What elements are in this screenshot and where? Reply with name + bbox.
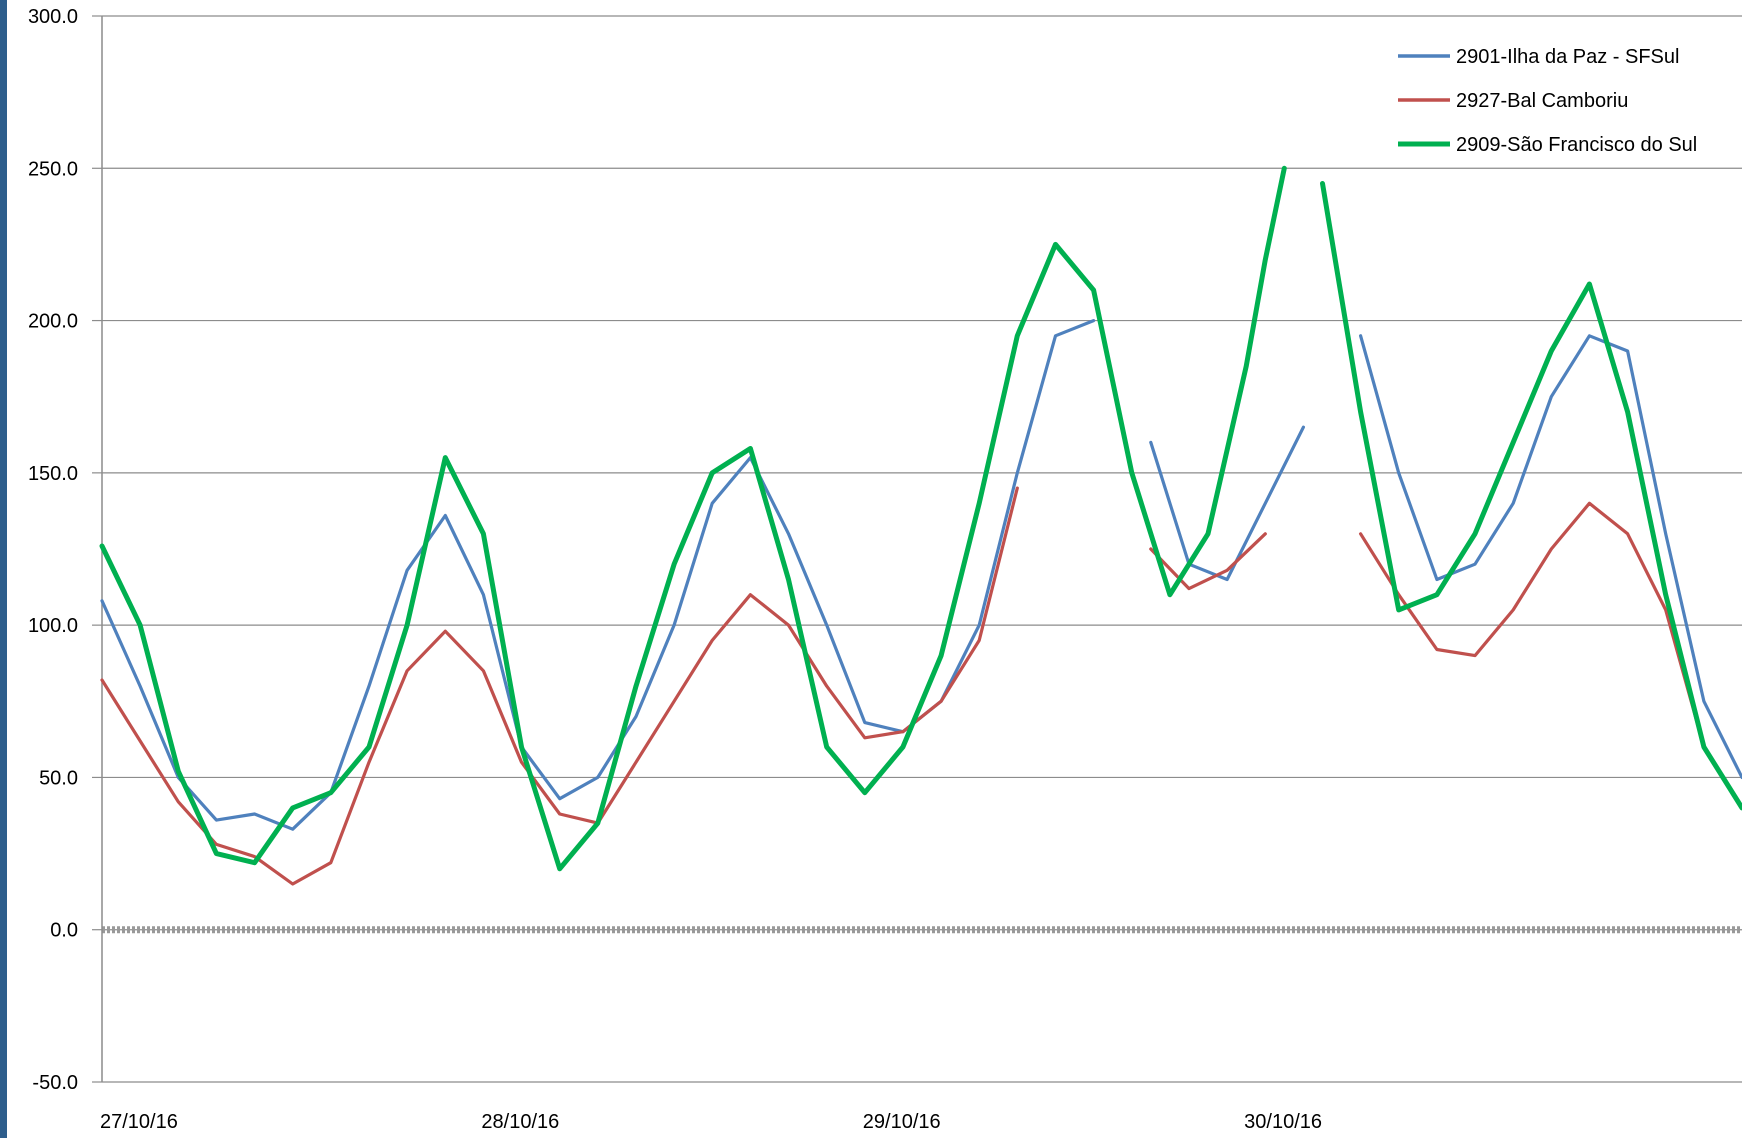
- series-3: [99, 165, 1742, 872]
- series-2: [100, 486, 1742, 886]
- series-line: [1149, 532, 1267, 591]
- x-tick-label: 27/10/16: [100, 1111, 178, 1133]
- series-layer: [99, 165, 1742, 886]
- y-tick-label: 50.0: [39, 767, 78, 789]
- series-line: [99, 165, 1287, 872]
- y-tick-label: 100.0: [28, 615, 78, 637]
- x-tick-label: 29/10/16: [863, 1111, 941, 1133]
- series-line: [1359, 501, 1742, 810]
- legend-label: 2927-Bal Camboriu: [1456, 90, 1628, 112]
- x-tick-label: 28/10/16: [481, 1111, 559, 1133]
- window-left-edge: [0, 0, 7, 1138]
- y-tick-label: 300.0: [28, 6, 78, 28]
- y-tick-label: 200.0: [28, 311, 78, 333]
- x-tick-label: 30/10/16: [1244, 1111, 1322, 1133]
- legend: 2901-Ilha da Paz - SFSul 2927-Bal Cambori…: [1398, 46, 1697, 156]
- series-line: [1149, 425, 1305, 582]
- legend-label: 2901-Ilha da Paz - SFSul: [1456, 46, 1679, 68]
- series-1: [100, 319, 1742, 831]
- y-tick-label: 0.0: [50, 920, 78, 942]
- y-tick-label: 150.0: [28, 463, 78, 485]
- series-line: [1320, 181, 1742, 811]
- series-line: [100, 486, 1019, 886]
- series-line: [1359, 334, 1742, 779]
- y-tick-label: -50.0: [32, 1072, 78, 1094]
- legend-label: 2909-São Francisco do Sul: [1456, 134, 1697, 156]
- y-tick-label: 250.0: [28, 158, 78, 180]
- gridlines: [102, 15, 1742, 1083]
- series-line: [100, 319, 1096, 831]
